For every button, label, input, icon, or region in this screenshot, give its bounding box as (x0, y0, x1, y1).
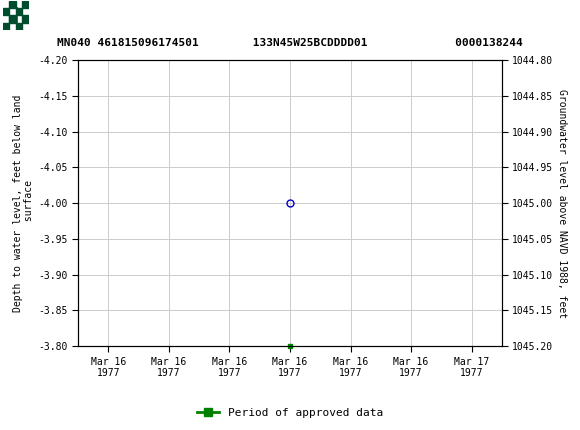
Y-axis label: Depth to water level, feet below land
 surface: Depth to water level, feet below land su… (13, 95, 34, 312)
Bar (23, 15, 29, 23)
Bar (9, 1, 16, 8)
Bar (9, 15, 16, 23)
Text: USGS: USGS (44, 6, 99, 25)
Text: MN040 461815096174501        133N45W25BCDDDD01             0000138244: MN040 461815096174501 133N45W25BCDDDD01 … (57, 38, 523, 49)
Bar (23, 1, 29, 8)
Bar (16, 8, 23, 15)
Bar (3, 8, 9, 15)
Bar (3, 23, 9, 30)
Bar (16, 23, 23, 30)
Y-axis label: Groundwater level above NAVD 1988, feet: Groundwater level above NAVD 1988, feet (557, 89, 567, 318)
Legend: Period of approved data: Period of approved data (193, 403, 387, 422)
Text: ⬛: ⬛ (7, 6, 18, 25)
